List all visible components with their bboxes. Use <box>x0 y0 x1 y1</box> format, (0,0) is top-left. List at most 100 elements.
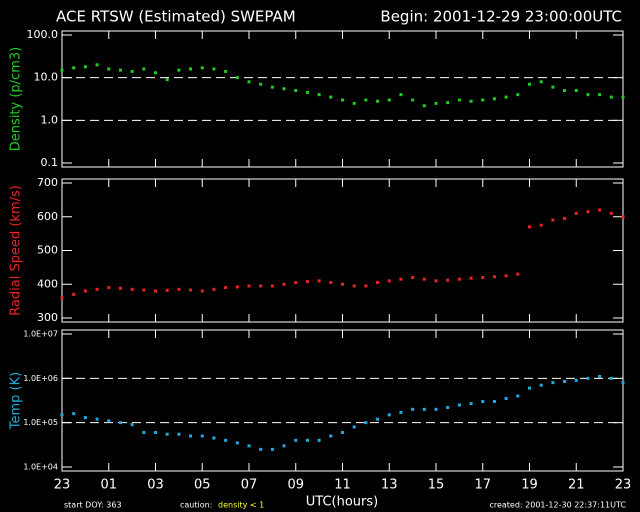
data-point <box>621 95 625 99</box>
data-point <box>317 279 321 283</box>
data-point <box>329 434 333 438</box>
data-point <box>72 412 76 416</box>
data-point <box>294 438 298 442</box>
y-tick-label: 1.0E+04 <box>23 463 58 472</box>
data-point <box>247 284 251 288</box>
y-tick-label: 300 <box>37 311 58 324</box>
data-point <box>177 68 181 72</box>
data-point <box>609 95 613 99</box>
caution-note: density < 1 <box>218 501 264 510</box>
data-point <box>586 376 590 380</box>
data-point <box>387 413 391 417</box>
data-point <box>539 383 543 387</box>
data-point <box>352 425 356 429</box>
data-point <box>551 85 555 89</box>
data-point <box>411 407 415 411</box>
data-point <box>142 288 146 292</box>
data-point <box>224 69 228 73</box>
data-point <box>469 99 473 103</box>
data-point <box>95 417 99 421</box>
data-point <box>586 210 590 214</box>
data-point <box>189 434 193 438</box>
x-tick-label: 21 <box>568 478 585 493</box>
begin-time: Begin: 2001-12-29 23:00:00UTC <box>380 8 622 26</box>
data-point <box>317 438 321 442</box>
data-point <box>305 438 309 442</box>
data-point <box>95 63 99 67</box>
y-tick-label: 400 <box>37 277 58 290</box>
y-axis-label: Temp (K) <box>9 372 24 430</box>
x-tick-label: 09 <box>287 478 304 493</box>
data-point <box>142 431 146 435</box>
data-point <box>130 423 134 427</box>
x-tick-label: 13 <box>381 478 398 493</box>
data-point <box>270 85 274 89</box>
data-point <box>598 374 602 378</box>
data-point <box>224 286 228 290</box>
data-point <box>399 93 403 97</box>
x-tick-label: 19 <box>521 478 538 493</box>
data-point <box>376 417 380 421</box>
y-tick-label: 0.1 <box>41 156 59 169</box>
y-tick-label: 1.0 <box>41 113 59 126</box>
x-tick-label: 17 <box>474 478 491 493</box>
data-point <box>341 282 344 286</box>
data-point <box>492 97 496 101</box>
data-point <box>189 67 193 71</box>
data-point <box>165 288 169 292</box>
data-point <box>364 284 368 288</box>
data-point <box>154 431 157 435</box>
data-point <box>165 78 169 82</box>
data-point <box>574 378 578 382</box>
x-tick-label: 03 <box>147 478 164 493</box>
data-point <box>235 441 239 445</box>
data-point <box>200 289 204 293</box>
data-point <box>294 281 298 285</box>
data-point <box>621 381 625 385</box>
data-point <box>352 284 356 288</box>
data-point <box>422 407 426 411</box>
data-point <box>387 98 391 102</box>
data-point <box>305 280 309 284</box>
data-point <box>434 279 438 283</box>
caution: caution: <box>180 501 212 510</box>
data-point <box>118 421 122 425</box>
data-point <box>352 101 356 105</box>
data-point <box>516 93 520 97</box>
data-point <box>504 397 508 401</box>
data-point <box>516 272 520 276</box>
data-point <box>341 98 344 102</box>
data-point <box>165 432 169 436</box>
y-tick-label: 100.0 <box>27 28 59 41</box>
data-point <box>341 431 344 435</box>
data-point <box>574 89 578 93</box>
data-point <box>434 101 438 105</box>
data-point <box>259 284 263 288</box>
data-point <box>247 80 251 84</box>
data-point <box>282 282 286 286</box>
y-tick-label: 700 <box>37 176 58 189</box>
data-point <box>481 276 485 279</box>
data-point <box>528 386 531 390</box>
data-point <box>83 416 87 420</box>
data-point <box>516 394 520 398</box>
y-tick-label: 600 <box>37 210 58 223</box>
x-tick-label: 01 <box>100 478 117 493</box>
data-point <box>270 284 274 288</box>
x-tick-label: 23 <box>615 478 632 493</box>
data-point <box>492 400 496 404</box>
data-point <box>551 381 555 385</box>
data-point <box>376 281 380 285</box>
data-point <box>118 286 122 290</box>
data-point <box>329 281 333 285</box>
y-tick-label: 1.0E+05 <box>23 418 58 427</box>
data-point <box>329 95 333 99</box>
data-point <box>154 71 157 75</box>
data-point <box>212 287 216 291</box>
data-point <box>107 286 111 290</box>
title: ACE RTSW (Estimated) SWEPAM <box>56 8 296 26</box>
data-point <box>130 69 134 73</box>
data-point <box>446 101 450 105</box>
